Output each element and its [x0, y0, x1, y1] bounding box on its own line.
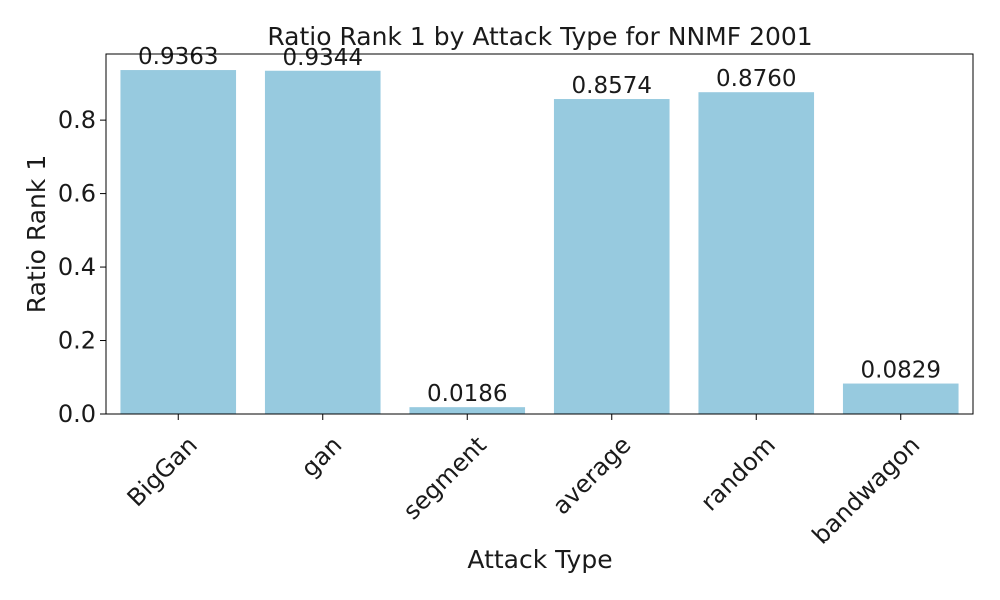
x-tick-label: BigGan: [122, 431, 203, 512]
x-tick-label: gan: [296, 431, 348, 483]
chart-title: Ratio Rank 1 by Attack Type for NNMF 200…: [267, 22, 812, 51]
x-axis-label: Attack Type: [467, 545, 612, 574]
data-label: 0.0186: [427, 381, 507, 407]
bar: [553, 99, 670, 414]
x-tick-label: random: [695, 431, 781, 517]
y-tick-label: 0.8: [58, 106, 96, 134]
y-tick-label: 0.0: [58, 400, 96, 428]
plot-frame: [105, 53, 974, 415]
bar: [120, 70, 237, 414]
y-tick-label: 0.6: [58, 180, 96, 208]
x-tick-label: bandwagon: [807, 431, 926, 550]
data-label: 0.0829: [861, 358, 941, 384]
x-tick-label: average: [547, 431, 636, 520]
bar: [409, 407, 526, 414]
data-label: 0.9363: [138, 44, 218, 70]
bar: [698, 92, 815, 415]
data-label: 0.8574: [572, 73, 652, 99]
y-axis-label: Ratio Rank 1: [22, 155, 51, 313]
bar: [264, 70, 381, 414]
plot-area: 0.9363 0.9344 0.0186 0.8574 0.8760 0.0829 0.0 0…: [58, 44, 974, 550]
data-label: 0.9344: [283, 45, 363, 71]
bar: [842, 383, 959, 414]
y-tick-label: 0.4: [58, 253, 96, 281]
y-tick-label: 0.2: [58, 327, 96, 355]
x-tick-label: segment: [398, 431, 492, 525]
data-label: 0.8760: [716, 66, 796, 92]
